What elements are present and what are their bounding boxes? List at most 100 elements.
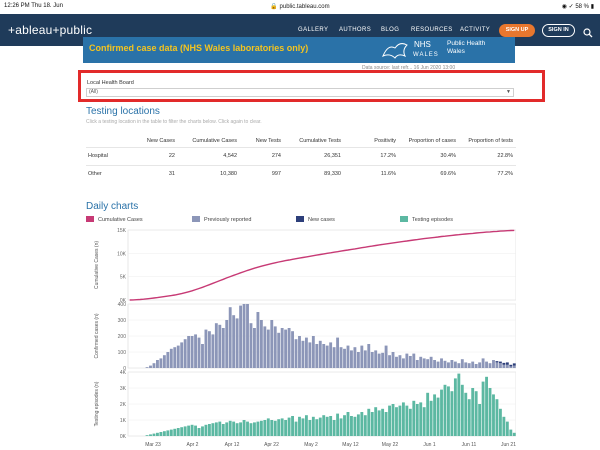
chevron-down-icon: ▼ <box>506 89 511 95</box>
confirmed-case-bar <box>329 342 333 368</box>
data-source-note: Data source: last refr... 16 Jun 2020 13… <box>362 65 456 71</box>
confirmed-case-bar <box>339 347 343 368</box>
daily-charts-svg: 0K 5K 10K 15K Cumulative Cases (n) 0 100 200 300… <box>94 228 516 448</box>
testing-episode-bar <box>291 416 294 436</box>
testing-episode-bar <box>225 422 229 436</box>
confirmed-case-bar <box>391 352 395 368</box>
search-icon[interactable] <box>583 25 593 43</box>
nav-authors[interactable]: AUTHORS <box>339 27 372 33</box>
confirmed-case-bar <box>343 348 346 368</box>
confirmed-case-bar <box>481 358 485 368</box>
cell: 26,351 <box>284 146 344 165</box>
battery-text: 58 % <box>575 4 590 10</box>
y-tick-label: 0K <box>120 434 127 440</box>
nav-blog[interactable]: BLOG <box>381 27 400 33</box>
confirmed-case-bar <box>401 358 405 368</box>
confirmed-case-bar <box>218 324 222 368</box>
cumulative-cases-line <box>129 229 515 301</box>
confirmed-case-bar <box>149 365 152 368</box>
testing-episode-bar <box>259 420 263 436</box>
cell: 77.2% <box>459 164 516 183</box>
testing-episode-bar <box>457 373 461 436</box>
url-bar[interactable]: 🔒 public.tableau.com <box>270 4 330 10</box>
testing-episode-bar <box>360 412 364 436</box>
confirmed-case-bar <box>242 304 246 368</box>
testing-episode-bar <box>204 424 208 436</box>
testing-episode-bar <box>471 388 475 436</box>
nav-activity[interactable]: ACTIVITY <box>460 27 491 33</box>
confirmed-case-bar <box>505 364 509 368</box>
cell: 274 <box>240 146 284 165</box>
confirmed-case-bar <box>166 352 170 368</box>
testing-episode-bar <box>329 416 333 436</box>
legend-item[interactable]: Previously reported <box>192 216 251 223</box>
testing-episode-bar <box>152 433 156 436</box>
confirmed-case-bar <box>374 350 378 368</box>
confirmed-case-bar <box>471 361 475 368</box>
legend-label: Testing episodes <box>412 217 453 223</box>
legend-swatch <box>296 216 304 222</box>
confirmed-case-bar <box>176 345 180 368</box>
local-health-board-dropdown[interactable]: (All) ▼ <box>86 88 514 97</box>
confirmed-case-bar <box>436 361 440 368</box>
testing-episode-bar <box>301 418 305 436</box>
testing-episode-bar <box>266 418 270 436</box>
confirmed-case-bar <box>419 356 423 368</box>
testing-episode-bar <box>176 428 180 436</box>
testing-episode-bar <box>512 432 516 436</box>
confirmed-case-bar <box>398 355 402 368</box>
confirmed-case-bar <box>426 359 430 368</box>
col-header: Proportion of tests <box>468 137 513 144</box>
legend-label: New cases <box>308 217 335 223</box>
legend-item[interactable]: Testing episodes <box>400 216 453 223</box>
sign-in-button[interactable]: SIGN IN <box>542 24 575 37</box>
testing-episode-bar <box>343 415 346 436</box>
testing-episode-bar <box>401 402 405 436</box>
legend-item[interactable]: Cumulative Cases <box>86 216 143 223</box>
confirmed-case-bar <box>447 362 450 368</box>
legend-swatch <box>400 216 408 222</box>
x-tick-label: May 2 <box>304 442 318 448</box>
testing-episode-bar <box>318 417 322 436</box>
testing-episode-bar <box>242 420 246 436</box>
confirmed-case-bar <box>180 342 184 368</box>
confirmed-case-bar <box>408 356 412 368</box>
testing-episode-bar <box>277 419 281 436</box>
local-health-board-label: Local Health Board <box>87 80 134 86</box>
table-row[interactable]: Hospital 22 4,542 274 26,351 17.2% 30.4%… <box>86 146 516 165</box>
chart-panel-border <box>127 229 516 301</box>
confirmed-case-bar <box>350 350 353 368</box>
confirmed-case-bar <box>287 328 291 368</box>
tableau-public-logo[interactable]: +ableau+public <box>8 23 93 37</box>
table-row[interactable]: Other 31 10,380 997 89,330 11.6% 69.6% 7… <box>86 164 516 183</box>
welsh-dragon-logo <box>382 43 408 59</box>
confirmed-case-bar <box>162 355 166 368</box>
testing-episode-bar <box>502 416 506 436</box>
cell: 17.2% <box>344 146 399 165</box>
confirmed-case-bar <box>239 305 243 368</box>
red-highlight-box <box>78 70 545 102</box>
nav-gallery[interactable]: GALLERY <box>298 27 329 33</box>
y-tick-label: 15K <box>117 228 127 234</box>
confirmed-case-bar <box>388 355 391 368</box>
confirmed-case-bar <box>214 323 218 368</box>
legend-item[interactable]: New cases <box>296 216 335 223</box>
confirmed-case-bar <box>363 350 367 368</box>
confirmed-case-bar <box>159 358 163 368</box>
testing-locations-subtitle: Click a testing location in the table to… <box>86 119 262 125</box>
sign-up-button[interactable]: SIGN UP <box>499 24 535 37</box>
confirmed-case-bar <box>225 320 229 368</box>
nav-resources[interactable]: RESOURCES <box>411 27 453 33</box>
testing-episode-bar <box>228 420 232 436</box>
confirmed-case-bar <box>384 345 388 368</box>
confirmed-case-bar <box>478 362 482 368</box>
status-time-date: 12:26 PM Thu 18. Jun <box>4 3 63 9</box>
testing-episode-bar <box>447 386 450 436</box>
col-header: New Cases <box>146 137 175 144</box>
cell: Other <box>86 164 136 183</box>
table-header-row: New Cases Cumulative Cases New Tests Cum… <box>86 135 516 147</box>
confirmed-case-bar <box>453 361 457 368</box>
new-case-bar <box>512 363 516 366</box>
legend-swatch <box>192 216 200 222</box>
testing-episode-bar <box>246 421 249 436</box>
